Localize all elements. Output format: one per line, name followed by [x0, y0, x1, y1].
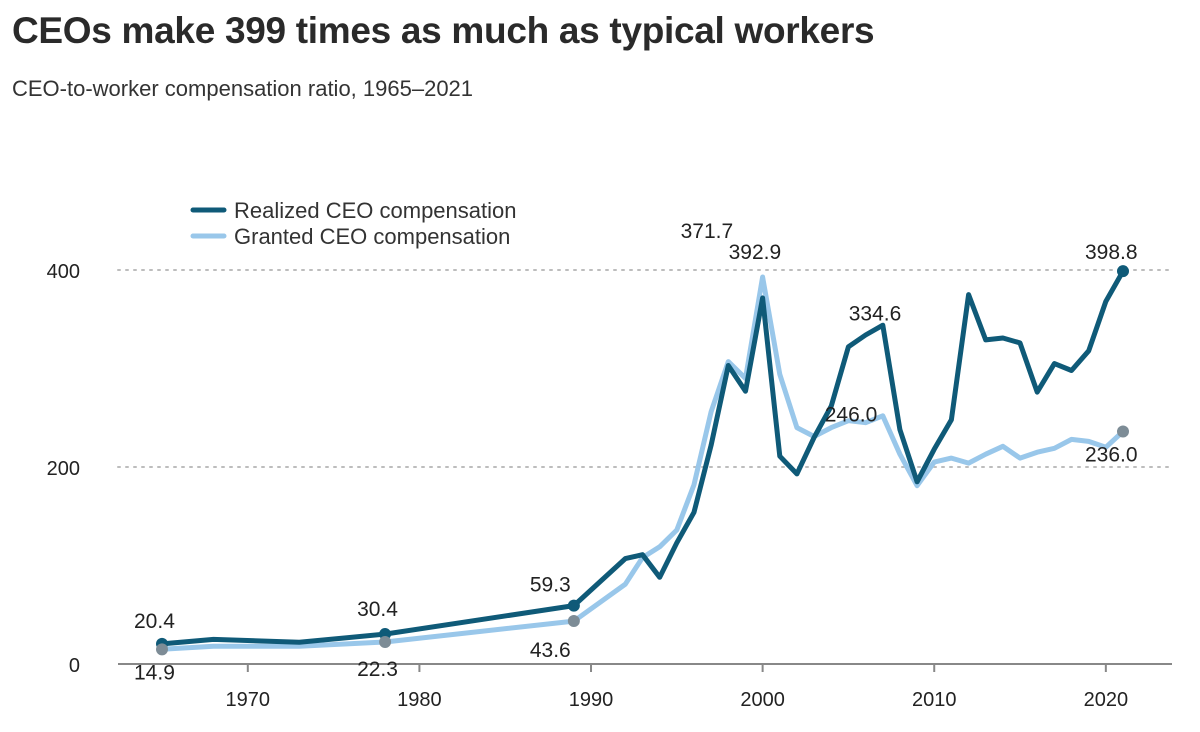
y-tick-label: 200: [47, 458, 80, 480]
x-tick-label: 1970: [226, 689, 271, 711]
data-label: 14.9: [134, 661, 175, 684]
series-markers: [156, 265, 1129, 656]
data-label: 334.6: [849, 302, 902, 325]
data-label: 236.0: [1085, 444, 1138, 467]
realized-marker: [567, 599, 580, 612]
granted-marker: [1117, 425, 1129, 438]
y-axis-ticks: 0 200 400: [47, 261, 80, 677]
y-tick-label: 0: [69, 655, 80, 677]
legend-label: Realized CEO compensation: [234, 198, 516, 223]
data-label: 59.3: [530, 574, 571, 597]
chart-title: CEOs make 399 times as much as typical w…: [12, 10, 875, 51]
x-tick-label: 2020: [1084, 689, 1129, 711]
data-label: 246.0: [825, 404, 878, 427]
data-label: 398.8: [1085, 241, 1138, 264]
y-tick-label: 400: [47, 261, 80, 283]
x-tick-label: 2010: [912, 689, 957, 711]
data-label: 371.7: [681, 220, 734, 243]
realized-series-line: [159, 268, 1126, 647]
legend-label: Granted CEO compensation: [234, 224, 510, 249]
series-lines: [159, 268, 1126, 652]
x-tick-label: 1980: [397, 689, 442, 711]
chart-subtitle: CEO-to-worker compensation ratio, 1965–2…: [12, 76, 474, 101]
x-axis-ticks: 1970 1980 1990 2000 2010 2020: [226, 664, 1129, 711]
data-label: 392.9: [729, 241, 782, 264]
grid-lines: [117, 269, 1173, 468]
granted-marker: [379, 636, 392, 649]
x-tick-label: 2000: [740, 689, 785, 711]
data-label: 22.3: [357, 658, 398, 681]
granted-series-line: [159, 274, 1126, 652]
data-label: 43.6: [530, 639, 571, 662]
granted-marker: [156, 643, 168, 656]
realized-marker: [1117, 265, 1129, 278]
data-label: 20.4: [134, 610, 175, 633]
x-tick-label: 1990: [569, 689, 614, 711]
granted-marker: [567, 615, 580, 628]
data-label: 30.4: [357, 598, 398, 621]
